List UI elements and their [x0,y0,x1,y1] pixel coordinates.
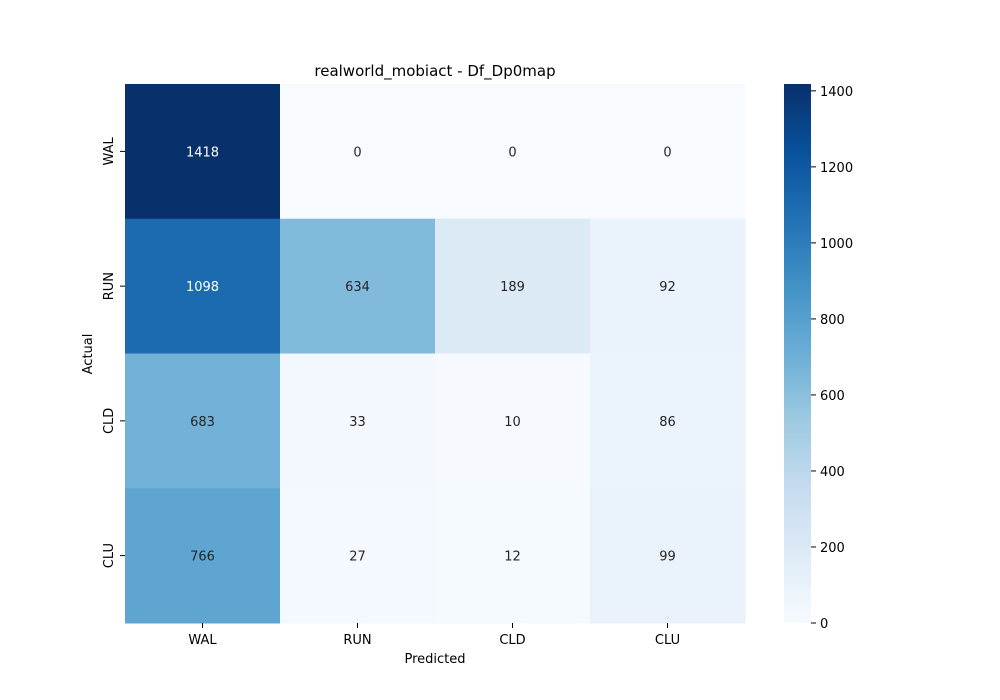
cell-value-label: 683 [190,415,215,430]
heatmap-cell [590,353,746,489]
y-axis-label: Actual [81,334,96,375]
x-tick-label: WAL [188,633,217,648]
cell-value-label: 10 [504,415,521,430]
heatmap-cell [435,84,591,220]
heatmap-cell [125,218,281,354]
cell-value-label: 99 [659,550,676,565]
chart-title: realworld_mobiact - Df_Dp0map [314,62,555,81]
heatmap-cell [280,353,436,489]
y-tick-label: CLU [102,543,117,568]
heatmap-cell [125,353,281,489]
colorbar-tick-label: 200 [820,541,845,556]
y-tick-label: RUN [102,272,117,300]
heatmap-cell [590,218,746,354]
y-tick-label: CLD [102,408,117,434]
x-tick-label: CLD [499,633,525,648]
x-axis: WAL RUN CLD CLU [188,623,680,648]
y-tick-label: WAL [102,136,117,165]
cell-value-label: 0 [663,145,671,160]
x-tick-label: CLU [655,633,680,648]
cell-value-label: 634 [345,280,370,295]
heatmap-cell [280,218,436,354]
cell-value-label: 12 [504,550,521,565]
x-axis-label: Predicted [404,652,465,667]
cell-value-label: 189 [500,280,525,295]
colorbar-tick-label: 800 [820,313,845,328]
x-tick-label: RUN [343,633,371,648]
cell-value-label: 0 [353,145,361,160]
colorbar-tick-label: 1400 [820,85,853,100]
colorbar-tick-label: 600 [820,389,845,404]
cell-value-label: 92 [659,280,676,295]
cell-value-label: 1418 [186,145,219,160]
heatmap-cell [280,488,436,624]
heatmap-cell [125,488,281,624]
cell-value-label: 766 [190,550,215,565]
colorbar-axis: 0 200 400 600 800 1000 1200 1400 [811,85,853,632]
colorbar [784,84,811,623]
heatmap-cell [590,84,746,220]
cell-value-label: 33 [349,415,366,430]
heatmap-cell [435,218,591,354]
heatmap-cell [125,84,281,220]
colorbar-tick-label: 1200 [820,161,853,176]
heatmap-cell [435,488,591,624]
cell-value-label: 0 [508,145,516,160]
heatmap-cell [435,353,591,489]
colorbar-tick-label: 0 [820,617,828,632]
colorbar-tick-label: 1000 [820,237,853,252]
colorbar-tick-label: 400 [820,465,845,480]
cell-value-label: 1098 [186,280,219,295]
heatmap-cell [280,84,436,220]
y-axis: WAL RUN CLD CLU [102,136,125,568]
cell-value-label: 86 [659,415,676,430]
heatmap-cells: 1418 0 0 0 1098 634 189 92 683 33 10 86 766 27 12 99 [125,84,746,624]
heatmap-cell [590,488,746,624]
cell-value-label: 27 [349,550,366,565]
